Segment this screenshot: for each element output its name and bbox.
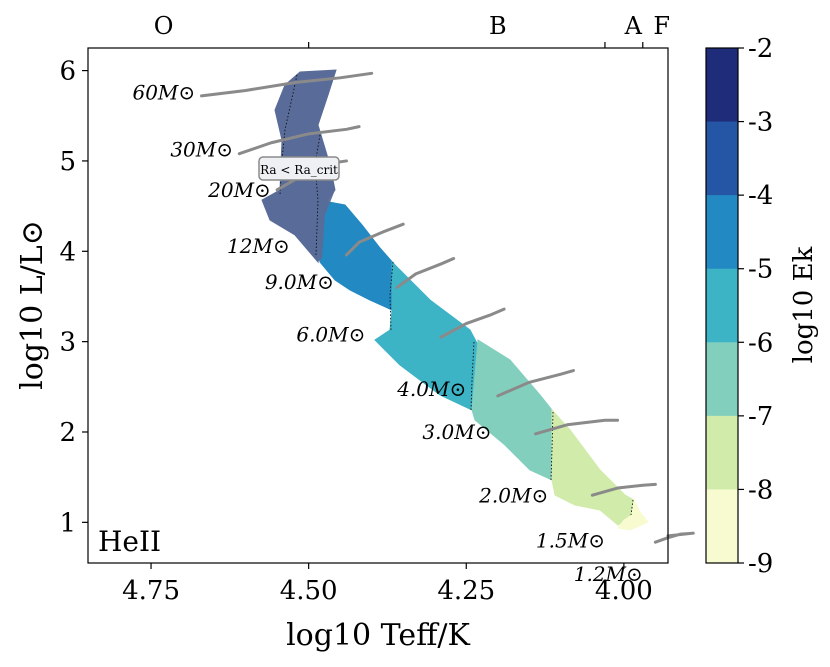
spectral-class-F: F: [653, 12, 670, 40]
y-tick-label: 4: [59, 237, 76, 267]
spectral-class-O: O: [154, 12, 174, 40]
colorbar-tick-label: -6: [748, 328, 773, 358]
colorbar-segment: [706, 342, 738, 417]
track-30: [237, 125, 361, 156]
evolution-tracks: [199, 71, 695, 544]
track-9.0: [395, 257, 456, 289]
mass-label-12: 12M⊙: [227, 234, 290, 258]
track-4.0: [496, 369, 575, 398]
ra-annotation-box: [258, 156, 340, 181]
x-tick-label: 4.25: [437, 576, 495, 606]
colorbar: -2 -3 -4 -5 -6 -7 -8 -9: [705, 34, 773, 579]
mass-label-3.0: 3.0M⊙: [422, 420, 491, 444]
track-3.0: [534, 418, 620, 436]
spectral-class-A: A: [624, 12, 643, 40]
x-axis-title: log10 Teff/K: [286, 618, 470, 653]
mass-label-2.0: 2.0M⊙: [478, 483, 548, 507]
y-axis-ticks: 1 2 3 4 5 6: [59, 57, 88, 538]
contour-line-0: [279, 74, 298, 196]
colorbar-segment: [706, 121, 738, 196]
ra-annotation: Ra < Ra_crit: [258, 156, 340, 181]
x-tick-label: 4.50: [280, 576, 338, 606]
colorbar-segment: [706, 195, 738, 270]
y-tick-label: 3: [59, 328, 76, 358]
mass-label-4.0: 4.0M⊙: [396, 377, 466, 401]
contour-lines: [279, 74, 634, 516]
contour-line-1: [314, 134, 321, 256]
band-ek-5to-6: [374, 260, 479, 411]
colorbar-segment: [706, 268, 738, 343]
x-tick-label: 4.00: [595, 576, 653, 606]
contour-line-5: [630, 499, 634, 516]
colorbar-tick-label: -4: [748, 181, 773, 211]
mass-label-20: 20M⊙: [207, 178, 271, 202]
colorbar-segment: [706, 489, 738, 564]
mass-label-1.2: 1.2M⊙: [574, 562, 643, 586]
axes-frame: [87, 47, 669, 564]
colorbar-frame: [705, 47, 739, 564]
mass-label-30: 30M⊙: [170, 137, 233, 161]
track-60: [199, 71, 374, 98]
track-12: [344, 222, 405, 257]
mass-label-1.5: 1.5M⊙: [536, 529, 605, 553]
x-axis-ticks: 4.75 4.50 4.25 4.00: [122, 563, 653, 606]
track-2.0: [590, 482, 657, 497]
colorbar-title: log10 Ek: [789, 246, 819, 363]
x-tick-label: 4.75: [122, 576, 180, 606]
colorbar-tick-label: -2: [748, 34, 773, 64]
y-tick-label: 1: [59, 508, 76, 538]
contour-line-2: [389, 261, 394, 331]
y-tick-label: 6: [59, 57, 76, 87]
panel-label: HeII: [98, 525, 161, 558]
band-ek-8to-9: [617, 498, 649, 531]
mass-label-6.0: 6.0M⊙: [296, 323, 365, 347]
spectral-class-B: B: [489, 12, 507, 40]
colorbar-tick-label: -7: [748, 402, 773, 432]
colorbar-tick-label: -9: [748, 549, 773, 579]
colorbar-segment: [706, 415, 738, 490]
track-1.5: [653, 531, 695, 544]
colorbar-tick-label: -8: [748, 475, 773, 505]
ra-annotation-text: Ra < Ra_crit: [260, 163, 338, 177]
colorbar-tick-label: -3: [748, 108, 773, 138]
mass-label-9.0: 9.0M⊙: [265, 270, 334, 294]
colorbar-tick-label: -5: [748, 255, 773, 285]
mass-labels: 60M⊙ 30M⊙ 20M⊙ 12M⊙ 9.0M⊙ 6.0M⊙ 4.0M⊙ 3.0M⊙ 2.0M…: [132, 81, 642, 587]
band-ek-6to-7: [471, 339, 553, 481]
y-tick-label: 2: [59, 418, 76, 448]
track-6.0: [439, 307, 506, 339]
colorbar-segment: [706, 48, 738, 123]
mass-label-60: 60M⊙: [132, 81, 195, 105]
y-axis-title: log10 L/L⊙: [15, 220, 50, 390]
y-tick-label: 5: [59, 147, 76, 177]
